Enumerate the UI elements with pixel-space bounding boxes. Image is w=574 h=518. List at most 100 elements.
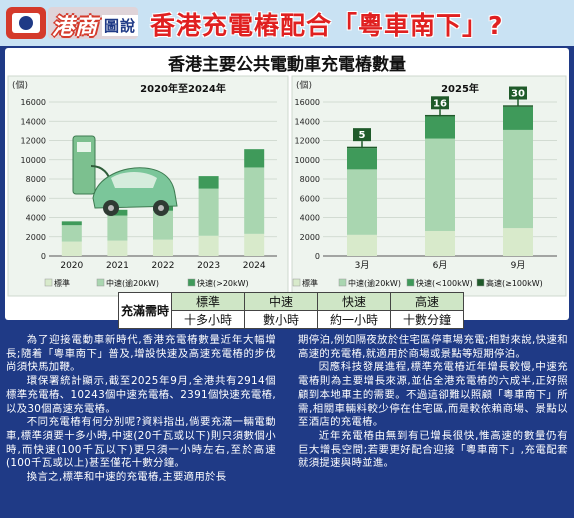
x-tick-label: 6月 (433, 260, 448, 271)
logo-text: 港商 (52, 15, 99, 40)
bar-segment (198, 176, 219, 189)
y-tick-label-right: 6000 (300, 194, 320, 203)
logo-subtext: 圖說 (102, 15, 139, 36)
data-label: 16 (433, 98, 447, 109)
y-unit-right: (個) (296, 79, 312, 91)
y-tick-label-left: 8000 (26, 175, 46, 184)
bar-segment (503, 228, 533, 256)
annotation-box (509, 86, 527, 100)
y-tick-label-left: 14000 (21, 117, 46, 126)
y-tick-label-right: 16000 (295, 98, 320, 107)
table-cell-fast: 約一小時 (317, 310, 391, 329)
bar-segment (347, 169, 377, 235)
y-tick-label-right: 0 (315, 252, 320, 261)
bar-segment (153, 210, 173, 240)
bar-segment (244, 167, 265, 234)
table-cell-standard: 十多小時 (171, 310, 245, 329)
legend-swatch (476, 278, 485, 287)
x-tick-label: 3月 (355, 260, 370, 271)
legend-label: 快速(>20kW) (197, 278, 249, 288)
bar-segment (61, 225, 82, 242)
bar-segment (503, 106, 533, 130)
article-body: 為了迎接電動車新時代,香港充電樁數量近年大幅增長;隨着「粵車南下」普及,增設快速… (6, 334, 568, 514)
x-tick-label: 2023 (197, 261, 220, 271)
legend-swatch (187, 278, 196, 287)
legend-label: 快速(<100kW) (416, 278, 473, 288)
chart-panel: 香港主要公共電動車充電樁數量 2020年至2024年 (個) 0 2000 4000 60… (5, 48, 569, 320)
bar-segment (61, 221, 82, 226)
table-cell-medium: 數小時 (244, 310, 318, 329)
y-tick-label-left: 2000 (26, 233, 46, 242)
x-tick-label: 9月 (511, 260, 526, 271)
table-header-high: 高速 (390, 292, 464, 311)
annotation-box (353, 128, 371, 142)
bar-segment (425, 230, 455, 256)
y-tick-label-left: 0 (41, 252, 46, 261)
y-unit-left: (個) (12, 79, 28, 91)
legend-swatch (44, 278, 53, 287)
article-column-right: 期停泊,例如隔夜放於住宅區停車場充電;相對來說,快速和高速的充電樁,就適用於商場… (298, 334, 568, 471)
ev-charger-illustration (72, 135, 178, 216)
y-tick-label-right: 8000 (300, 175, 320, 184)
chart-subtitle-left: 2020年至2024年 (140, 82, 226, 95)
x-tick-label: 2022 (152, 261, 175, 271)
table-header-standard: 標準 (171, 292, 245, 311)
y-tick-label-right: 14000 (295, 117, 320, 126)
y-tick-label-left: 6000 (26, 194, 46, 203)
table-header-fast: 快速 (317, 292, 391, 311)
bar-segment (107, 240, 128, 256)
y-tick-label-right: 12000 (295, 137, 320, 146)
legend-swatch (292, 278, 301, 287)
article-paragraph: 因應科技發展進程,標準充電樁近年增長較慢,中速充電樁則為主要增長來源,並佔全港充… (298, 361, 568, 429)
bar-segment (107, 215, 128, 241)
legend-label: 中速(逾20kW) (348, 278, 401, 288)
bar-segment (61, 241, 82, 256)
table-cell-high: 十數分鐘 (390, 310, 464, 329)
bar-segment (503, 129, 533, 229)
x-tick-label: 2021 (106, 261, 129, 271)
legend-swatch (338, 278, 347, 287)
chart-title: 香港主要公共電動車充電樁數量 (168, 55, 406, 75)
article-column-left: 為了迎接電動車新時代,香港充電樁數量近年大幅增長;隨着「粵車南下」普及,增設快速… (6, 334, 276, 485)
charge-time-table: 充滿需時 標準 中速 快速 高速 十多小時 數小時 約一小時 十數分鐘 (118, 292, 464, 329)
bar-segment (198, 188, 219, 236)
y-tick-label-right: 2000 (300, 233, 320, 242)
legend-label: 中速(逾20kW) (106, 278, 159, 288)
table-header-medium: 中速 (244, 292, 318, 311)
article-paragraph: 為了迎接電動車新時代,香港充電樁數量近年大幅增長;隨着「粵車南下」普及,增設快速… (6, 334, 276, 374)
header-banner: 港商 圖說 香港充電樁配合「粵車南下」? (0, 0, 574, 46)
data-label: 30 (511, 89, 525, 100)
annotation-box (431, 96, 449, 110)
bar-segment (347, 234, 377, 256)
article-paragraph: 近年充電樁由無到有已增長很快,惟高速的數量仍有巨大增長空間;若要更好配合迎接「粵… (298, 429, 568, 470)
legend-label: 高速(≥100kW) (486, 278, 543, 288)
article-paragraph: 期停泊,例如隔夜放於住宅區停車場充電;相對來說,快速和高速的充電樁,就適用於商場… (298, 334, 568, 360)
charts-svg: 2020年至2024年 (個) 0 2000 4000 6000 8000 10000 1200… (7, 75, 567, 297)
y-tick-label-left: 10000 (21, 156, 46, 165)
bar-segment (244, 233, 265, 256)
article-paragraph: 環保署統計顯示,截至2025年9月,全港共有2914個標準充電樁、10243個中… (6, 375, 276, 415)
bar-segment (425, 138, 455, 231)
x-tick-label: 2024 (243, 261, 266, 271)
article-paragraph: 換言之,標準和中速的充電樁,主要適用於長 (26, 471, 227, 484)
y-tick-label-left: 4000 (26, 214, 46, 223)
bar-segment (347, 148, 377, 170)
bar-segment (425, 116, 455, 139)
y-tick-label-left: 12000 (21, 137, 46, 146)
x-tick-label: 2020 (60, 261, 83, 271)
article-paragraph: 不同充電樁有何分別呢?資料指出,倘要充滿一輛電動車,標準須要十多小時,中速(20… (6, 416, 276, 470)
logo: 港商 圖說 (4, 3, 140, 43)
data-label: 5 (359, 130, 366, 141)
bar-segment (153, 239, 173, 256)
charge-time-title: 充滿需時 (118, 292, 172, 329)
bar-segment (198, 235, 219, 256)
legend-swatch (406, 278, 415, 287)
legend-swatch (96, 278, 105, 287)
legend-label: 標準 (302, 278, 318, 288)
legend-label: 標準 (54, 278, 70, 288)
page-title: 香港充電樁配合「粵車南下」? (150, 11, 504, 40)
y-tick-label-right: 4000 (300, 214, 320, 223)
chart-subtitle-right: 2025年 (441, 82, 479, 95)
y-tick-label-left: 16000 (21, 98, 46, 107)
